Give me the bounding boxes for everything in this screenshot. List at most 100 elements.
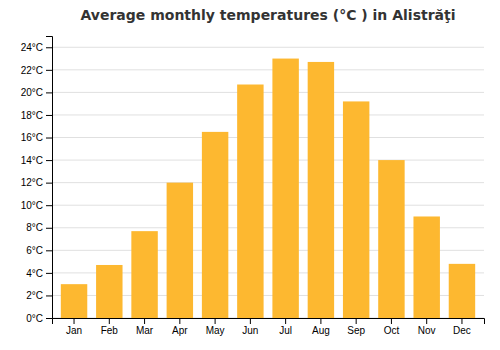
tick-mark	[250, 318, 251, 324]
x-tick: Jul	[279, 318, 292, 336]
tick-mark	[46, 205, 52, 206]
bar	[413, 216, 439, 318]
x-tick: Sep	[347, 318, 365, 336]
grid-line	[52, 47, 484, 48]
tick-mark	[46, 138, 52, 139]
grid-line	[52, 92, 484, 93]
tick-mark	[46, 228, 52, 229]
bar	[272, 59, 298, 318]
y-tick: 2°C	[26, 290, 52, 301]
y-tick: 22°C	[21, 65, 52, 76]
grid-line	[52, 69, 484, 70]
tick-label: Feb	[101, 325, 119, 336]
tick-mark	[46, 273, 52, 274]
tick-label: Dec	[453, 325, 471, 336]
y-tick: 18°C	[21, 110, 52, 121]
x-tick: Oct	[384, 318, 400, 336]
bar	[167, 183, 193, 318]
tick-label: Oct	[384, 325, 400, 336]
bar	[96, 265, 122, 318]
y-axis: 0°C 2°C 4°C 6°C 8°C 10°C 12°C 14°C 16°C 18°C 20°C 2…	[21, 37, 53, 324]
tick-label: Jun	[242, 325, 258, 336]
bars	[61, 59, 475, 318]
bar	[61, 284, 87, 318]
tick-label: 0°C	[26, 313, 43, 324]
tick-mark	[215, 318, 216, 324]
tick-mark	[74, 318, 75, 324]
chart: 0°C 2°C 4°C 6°C 8°C 10°C 12°C 14°C 16°C 18°C 20°C 2…	[0, 0, 500, 350]
grid-line	[52, 205, 484, 206]
bar	[202, 132, 228, 318]
tick-mark	[461, 318, 462, 324]
tick-mark	[320, 318, 321, 324]
tick-label: 12°C	[21, 177, 43, 188]
bar	[343, 101, 369, 318]
y-tick: 6°C	[26, 245, 52, 256]
tick-mark	[391, 318, 392, 324]
x-tick: Jan	[66, 318, 82, 336]
bar	[131, 231, 157, 318]
x-tick: Dec	[453, 318, 471, 336]
x-axis: Jan Feb Mar Apr May Jun Jul Aug Sep Oct Nov Dec	[53, 318, 485, 336]
y-tick: 4°C	[26, 268, 52, 279]
x-tick: May	[206, 318, 225, 336]
tick-mark	[109, 318, 110, 324]
tick-label: Jan	[66, 325, 82, 336]
tick-label: Aug	[312, 325, 330, 336]
tick-mark	[426, 318, 427, 324]
tick-mark	[179, 318, 180, 324]
axis-line	[53, 319, 485, 325]
x-tick: Feb	[101, 318, 119, 336]
tick-label: 2°C	[26, 290, 43, 301]
axis-line	[46, 37, 53, 319]
tick-mark	[46, 318, 52, 319]
tick-mark	[46, 70, 52, 71]
grid-line	[52, 182, 484, 183]
x-tick: Apr	[172, 318, 188, 336]
tick-label: 18°C	[21, 110, 43, 121]
tick-mark	[356, 318, 357, 324]
tick-label: Apr	[172, 325, 188, 336]
tick-label: 4°C	[26, 268, 43, 279]
y-tick: 16°C	[21, 132, 52, 143]
tick-label: 8°C	[26, 222, 43, 233]
tick-label: May	[206, 325, 225, 336]
bar	[378, 160, 404, 318]
bar	[237, 85, 263, 318]
y-tick: 8°C	[26, 222, 52, 233]
tick-label: 20°C	[21, 87, 43, 98]
y-tick: 20°C	[21, 87, 52, 98]
tick-label: 14°C	[21, 155, 43, 166]
grid-line	[52, 114, 484, 115]
grid	[52, 47, 484, 318]
x-tick: Aug	[312, 318, 330, 336]
tick-label: Nov	[418, 325, 436, 336]
x-tick: Nov	[418, 318, 436, 336]
tick-label: Sep	[347, 325, 365, 336]
bar	[449, 264, 475, 318]
grid-line	[52, 137, 484, 138]
tick-mark	[46, 47, 52, 48]
tick-mark	[46, 160, 52, 161]
tick-mark	[46, 250, 52, 251]
tick-mark	[144, 318, 145, 324]
y-tick: 24°C	[21, 42, 52, 53]
y-tick: 0°C	[26, 313, 52, 324]
y-tick: 12°C	[21, 177, 52, 188]
x-tick: Mar	[136, 318, 154, 336]
tick-label: 10°C	[21, 200, 43, 211]
grid-line	[52, 160, 484, 161]
tick-label: 16°C	[21, 132, 43, 143]
tick-label: Jul	[279, 325, 292, 336]
y-tick: 14°C	[21, 155, 52, 166]
bar	[308, 62, 334, 318]
x-tick: Jun	[242, 318, 258, 336]
title: Average monthly temperatures (°C ) in Al…	[81, 7, 456, 23]
tick-mark	[46, 115, 52, 116]
tick-mark	[46, 295, 52, 296]
y-tick: 10°C	[21, 200, 52, 211]
tick-label: 22°C	[21, 65, 43, 76]
tick-mark	[285, 318, 286, 324]
tick-mark	[46, 183, 52, 184]
tick-label: Mar	[136, 325, 154, 336]
